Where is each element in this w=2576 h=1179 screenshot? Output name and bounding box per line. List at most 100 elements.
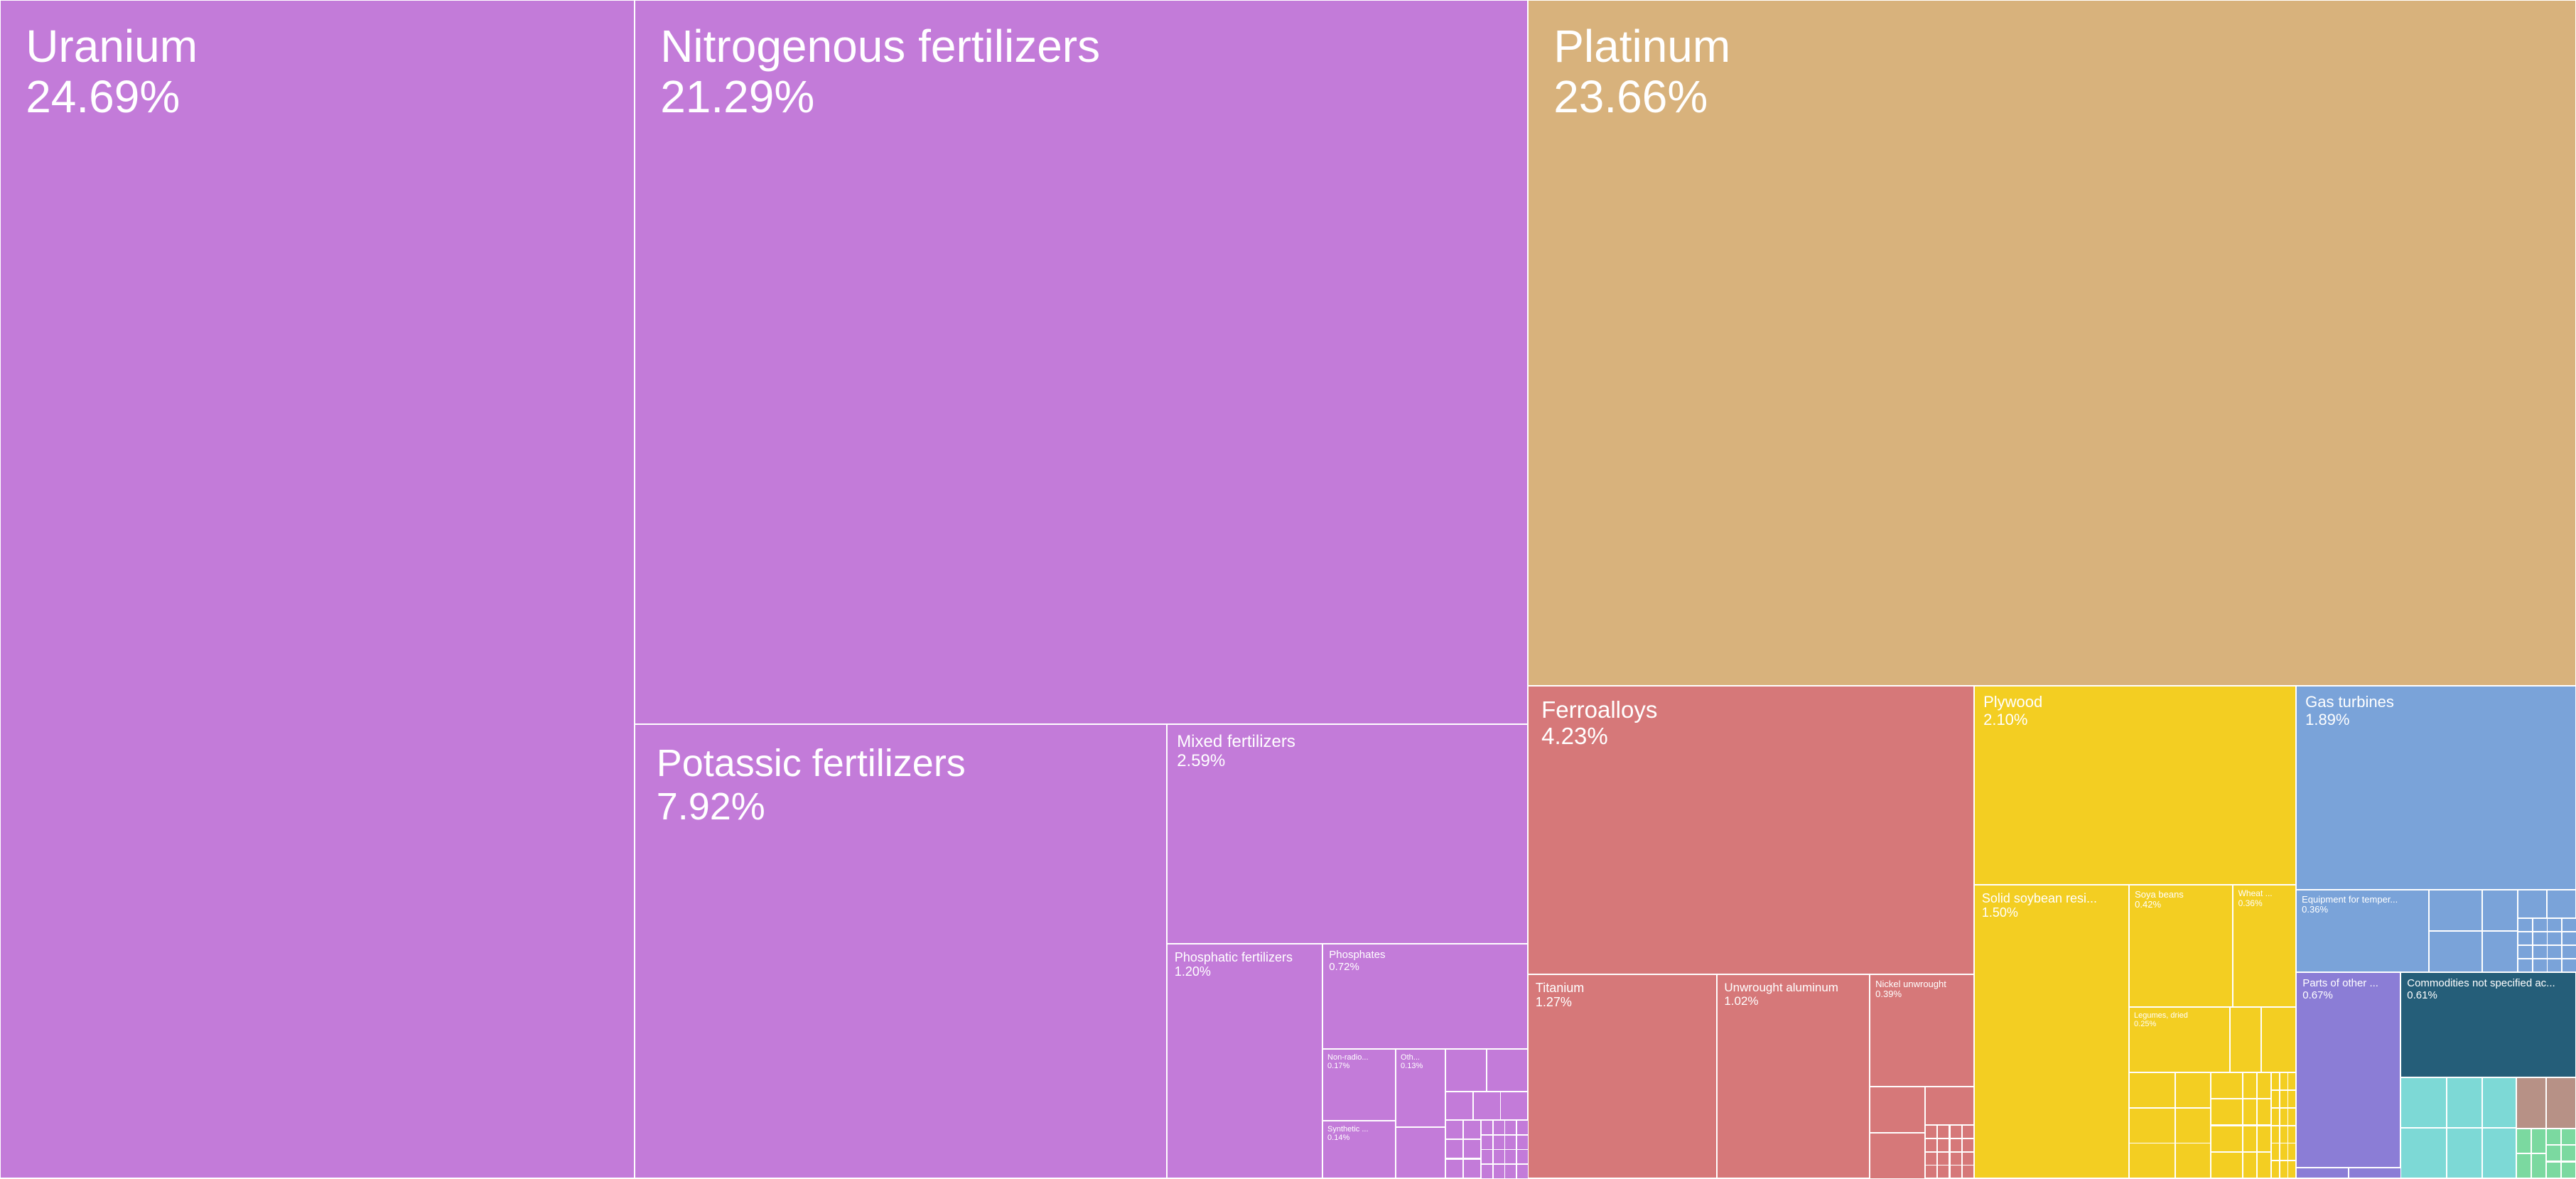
tile-non-radio[interactable]: Non-radio... 0.17% bbox=[1322, 1049, 1396, 1121]
small-tile[interactable] bbox=[2531, 1129, 2546, 1153]
small-tile[interactable] bbox=[2257, 1126, 2271, 1152]
small-tile[interactable] bbox=[1516, 1164, 1529, 1179]
tile-ferroalloys[interactable]: Ferroalloys 4.23% bbox=[1528, 686, 1974, 974]
small-tile[interactable] bbox=[2447, 1077, 2482, 1128]
small-tile[interactable] bbox=[1493, 1164, 1505, 1179]
small-tile[interactable] bbox=[1504, 1135, 1516, 1150]
small-tile[interactable] bbox=[2533, 959, 2548, 972]
small-tile[interactable] bbox=[2271, 1108, 2280, 1126]
small-tile[interactable] bbox=[2561, 1162, 2576, 1178]
tile-phosphatic-fertilizers[interactable]: Phosphatic fertilizers 1.20% bbox=[1167, 944, 1322, 1178]
tile-solid-soybean-resi[interactable]: Solid soybean resi... 1.50% bbox=[1974, 885, 2129, 1178]
small-tile[interactable] bbox=[2546, 1162, 2561, 1178]
small-tile[interactable] bbox=[2271, 1143, 2280, 1161]
small-tile[interactable] bbox=[2271, 1072, 2280, 1090]
small-tile[interactable] bbox=[2287, 1108, 2296, 1126]
small-tile[interactable] bbox=[2546, 1129, 2561, 1145]
small-tile[interactable] bbox=[2518, 918, 2533, 932]
small-tile[interactable] bbox=[1445, 1049, 1487, 1092]
tile-parts-of-other[interactable]: Parts of other ... 0.67% bbox=[2296, 972, 2400, 1168]
small-tile[interactable] bbox=[1516, 1135, 1529, 1150]
small-tile[interactable] bbox=[1481, 1149, 1493, 1164]
small-tile[interactable] bbox=[2296, 1168, 2349, 1178]
small-tile[interactable] bbox=[2447, 1128, 2482, 1178]
tile-titanium[interactable]: Titanium 1.27% bbox=[1528, 974, 1717, 1178]
tile-unwrought-aluminum[interactable]: Unwrought aluminum 1.02% bbox=[1717, 974, 1870, 1178]
tile-legumes-dried[interactable]: Legumes, dried 0.25% bbox=[2129, 1007, 2230, 1072]
small-tile[interactable] bbox=[2561, 1145, 2576, 1161]
small-tile[interactable] bbox=[2261, 1007, 2296, 1072]
small-tile[interactable] bbox=[1950, 1165, 1962, 1178]
small-tile[interactable] bbox=[2531, 1153, 2546, 1178]
small-tile[interactable] bbox=[1925, 1138, 1937, 1152]
small-tile[interactable] bbox=[2482, 1077, 2516, 1128]
small-tile[interactable] bbox=[1925, 1152, 1937, 1165]
small-tile[interactable] bbox=[2271, 1126, 2280, 1143]
small-tile[interactable] bbox=[2211, 1072, 2243, 1099]
small-tile[interactable] bbox=[2561, 1129, 2576, 1145]
small-tile[interactable] bbox=[1950, 1125, 1962, 1138]
small-tile[interactable] bbox=[1937, 1138, 1949, 1152]
small-tile[interactable] bbox=[1870, 1087, 1925, 1133]
small-tile[interactable] bbox=[1396, 1127, 1445, 1178]
small-tile[interactable] bbox=[2547, 918, 2562, 932]
small-tile[interactable] bbox=[1493, 1149, 1505, 1164]
small-tile[interactable] bbox=[2547, 945, 2562, 959]
small-tile[interactable] bbox=[1445, 1092, 1473, 1120]
small-tile[interactable] bbox=[1516, 1120, 1529, 1135]
small-tile[interactable] bbox=[1962, 1138, 1974, 1152]
small-tile[interactable] bbox=[1481, 1135, 1493, 1150]
small-tile[interactable] bbox=[2547, 890, 2576, 918]
small-tile[interactable] bbox=[1950, 1152, 1962, 1165]
tile-soya-beans[interactable]: Soya beans 0.42% bbox=[2129, 885, 2233, 1007]
small-tile[interactable] bbox=[2482, 1128, 2516, 1178]
tile-platinum[interactable]: Platinum 23.66% bbox=[1528, 0, 2576, 686]
small-tile[interactable] bbox=[2287, 1090, 2296, 1108]
small-tile[interactable] bbox=[1950, 1138, 1962, 1152]
small-tile[interactable] bbox=[1937, 1152, 1949, 1165]
tile-wheat[interactable]: Wheat ... 0.36% bbox=[2233, 885, 2296, 1007]
small-tile[interactable] bbox=[2533, 945, 2548, 959]
small-tile[interactable] bbox=[2211, 1126, 2243, 1152]
small-tile[interactable] bbox=[2349, 1168, 2401, 1178]
small-tile[interactable] bbox=[2429, 931, 2482, 972]
small-tile[interactable] bbox=[1493, 1120, 1505, 1135]
small-tile[interactable] bbox=[2562, 959, 2576, 972]
small-tile[interactable] bbox=[1937, 1125, 1949, 1138]
small-tile[interactable] bbox=[2257, 1152, 2271, 1178]
small-tile[interactable] bbox=[2287, 1072, 2296, 1090]
small-tile[interactable] bbox=[2243, 1072, 2257, 1099]
small-tile[interactable] bbox=[2243, 1152, 2257, 1178]
small-tile[interactable] bbox=[2533, 932, 2548, 945]
small-tile[interactable] bbox=[2482, 931, 2518, 972]
tile-oth[interactable]: Oth... 0.13% bbox=[1396, 1049, 1445, 1127]
small-tile[interactable] bbox=[2429, 890, 2482, 931]
small-tile[interactable] bbox=[2562, 945, 2576, 959]
small-tile[interactable] bbox=[2482, 890, 2518, 931]
tile-gas-turbines[interactable]: Gas turbines 1.89% bbox=[2296, 686, 2576, 890]
small-tile[interactable] bbox=[2271, 1161, 2280, 1178]
small-tile[interactable] bbox=[2230, 1007, 2261, 1072]
small-tile[interactable] bbox=[1500, 1092, 1528, 1120]
small-tile[interactable] bbox=[2287, 1126, 2296, 1143]
small-tile[interactable] bbox=[1473, 1092, 1501, 1120]
small-tile[interactable] bbox=[1463, 1139, 1481, 1158]
tile-nitrogenous-fertilizers[interactable]: Nitrogenous fertilizers 21.29% bbox=[635, 0, 1528, 724]
small-tile[interactable] bbox=[2562, 918, 2576, 932]
small-tile[interactable] bbox=[2516, 1153, 2531, 1178]
small-tile[interactable] bbox=[2516, 1077, 2546, 1129]
tile-nickel-unwrought[interactable]: Nickel unwrought 0.39% bbox=[1870, 974, 1974, 1087]
small-tile[interactable] bbox=[2400, 1128, 2447, 1178]
small-tile[interactable] bbox=[1962, 1165, 1974, 1178]
small-tile[interactable] bbox=[2243, 1099, 2257, 1125]
small-tile[interactable] bbox=[2175, 1108, 2211, 1143]
small-tile[interactable] bbox=[2211, 1099, 2243, 1125]
small-tile[interactable] bbox=[2518, 932, 2533, 945]
small-tile[interactable] bbox=[2518, 890, 2547, 918]
tile-phosphates[interactable]: Phosphates 0.72% bbox=[1322, 944, 1528, 1049]
small-tile[interactable] bbox=[2257, 1072, 2271, 1099]
tile-uranium[interactable]: Uranium 24.69% bbox=[0, 0, 635, 1178]
small-tile[interactable] bbox=[1504, 1120, 1516, 1135]
small-tile[interactable] bbox=[2518, 959, 2533, 972]
small-tile[interactable] bbox=[1445, 1159, 1463, 1178]
